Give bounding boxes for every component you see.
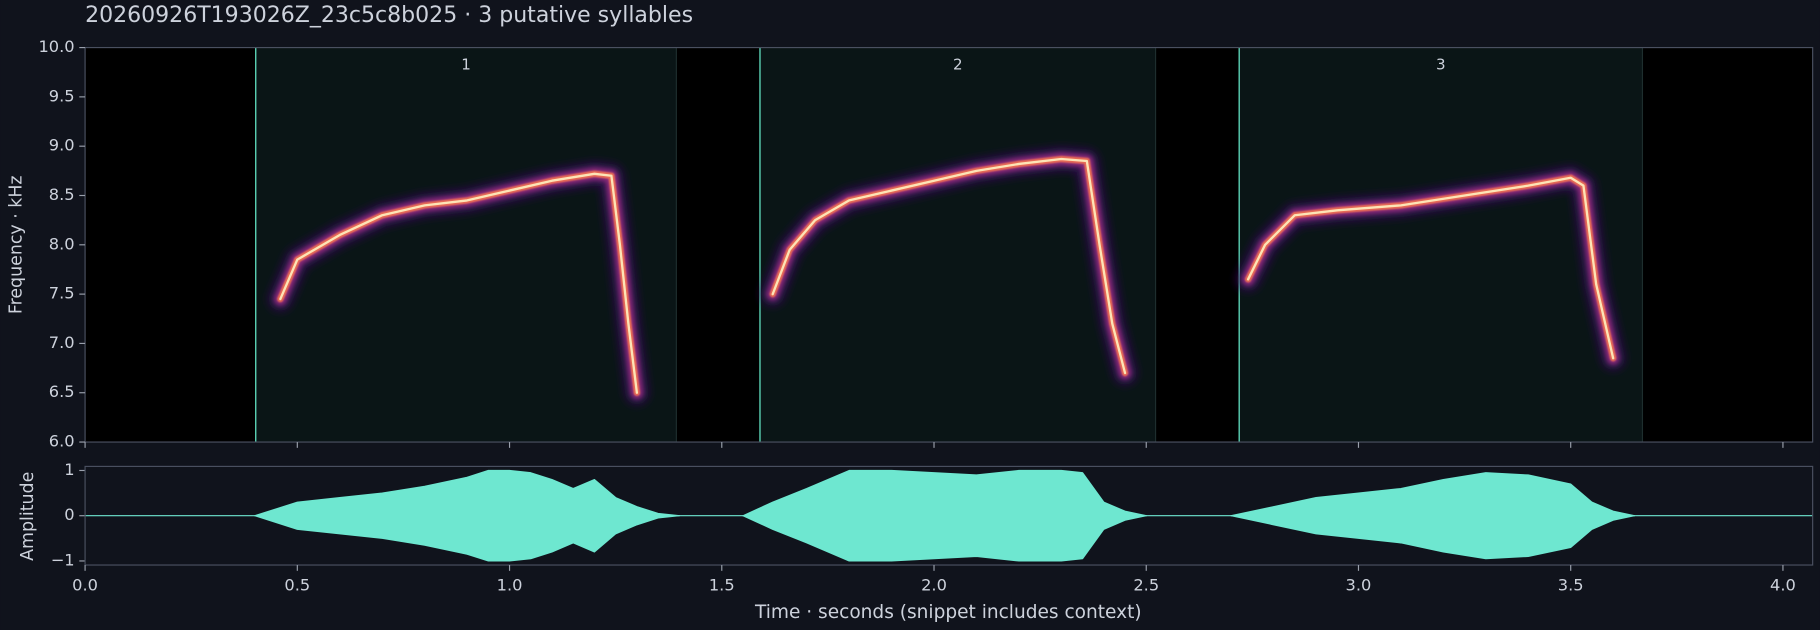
syllable-label: 2 — [953, 55, 963, 73]
waveform-envelope-mirror — [742, 515, 1147, 562]
y-tick-label: 6.0 — [49, 432, 75, 451]
x-tick-label: 1.5 — [709, 575, 735, 594]
x-axis-label: Time · seconds (snippet includes context… — [754, 602, 1142, 623]
syllable-label: 1 — [461, 55, 471, 73]
y-tick-label: 9.0 — [49, 136, 75, 155]
y-tick-label: 6.5 — [49, 382, 75, 401]
waveform-envelope — [1230, 472, 1635, 517]
y-tick-label: 1 — [64, 460, 74, 479]
y-tick-label: 0 — [64, 505, 74, 524]
y-axis-label: Frequency · kHz — [7, 175, 27, 314]
y-tick-label: 7.5 — [49, 284, 75, 303]
x-tick-label: 0.0 — [72, 575, 98, 594]
waveform-envelope-mirror — [1230, 515, 1635, 560]
y-tick-label: 10.0 — [38, 37, 74, 56]
waveform-envelope — [742, 469, 1147, 517]
y-tick-label: 7.0 — [49, 333, 75, 352]
y-axis-label: Amplitude — [18, 472, 38, 561]
syllable-label: 3 — [1436, 55, 1446, 73]
x-tick-label: 0.5 — [284, 575, 310, 594]
y-tick-label: 8.5 — [49, 185, 75, 204]
waveform-envelope — [254, 469, 680, 517]
plot-frame — [84, 465, 1814, 566]
waveform-envelope-mirror — [254, 515, 680, 562]
y-tick-label: 9.5 — [49, 86, 75, 105]
chart-title: 20260926T193026Z_23c5c8b025 · 3 putative… — [85, 3, 693, 28]
x-tick-label: 3.5 — [1558, 575, 1584, 594]
contour — [279, 172, 639, 394]
x-tick-label: 3.0 — [1346, 575, 1372, 594]
contour — [771, 157, 1127, 375]
x-tick-label: 2.5 — [1133, 575, 1159, 594]
syllable-region — [1239, 47, 1643, 443]
y-tick-label: −1 — [51, 550, 75, 569]
x-tick-label: 4.0 — [1770, 575, 1796, 594]
contour — [1246, 176, 1615, 360]
y-tick-label: 8.0 — [49, 234, 75, 253]
x-tick-label: 2.0 — [921, 575, 947, 594]
x-tick-label: 1.0 — [497, 575, 523, 594]
